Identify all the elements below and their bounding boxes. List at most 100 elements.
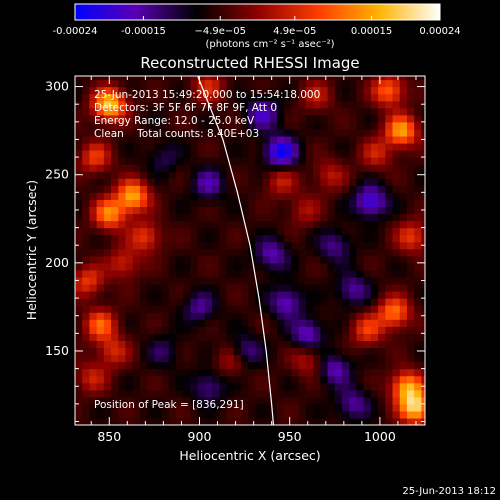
heatmap-cell — [349, 164, 358, 172]
heatmap-cell — [132, 206, 141, 215]
heatmap-cell — [248, 142, 257, 151]
heatmap-cell — [399, 255, 408, 264]
heatmap-cell — [255, 291, 264, 299]
heatmap-cell — [132, 76, 141, 81]
heatmap-cell — [399, 227, 408, 236]
heatmap-cell — [291, 305, 300, 313]
heatmap-cell — [291, 150, 300, 158]
heatmap-cell — [262, 213, 271, 222]
heatmap-cell — [277, 178, 285, 186]
heatmap-cell — [327, 361, 336, 370]
heatmap-cell — [406, 79, 415, 88]
heatmap-cell — [197, 319, 206, 327]
heatmap-cell — [154, 76, 163, 81]
heatmap-cell — [269, 234, 278, 243]
heatmap-cell — [111, 333, 119, 341]
heatmap-cell — [147, 100, 155, 109]
heatmap-cell — [378, 368, 386, 377]
heatmap-cell — [392, 100, 401, 109]
heatmap-cell — [89, 276, 98, 285]
heatmap-cell — [161, 298, 170, 306]
heatmap-cell — [132, 164, 141, 172]
heatmap-cell — [363, 298, 372, 306]
heatmap-cell — [147, 241, 155, 250]
heatmap-cell — [327, 319, 336, 327]
heatmap-cell — [219, 368, 228, 377]
heatmap-cell — [349, 185, 358, 193]
heatmap-cell — [233, 248, 242, 257]
heatmap-cell — [197, 114, 206, 123]
heatmap-cell — [298, 76, 307, 81]
heatmap-cell — [313, 283, 321, 292]
heatmap-cell — [161, 291, 170, 299]
heatmap-cell — [111, 262, 119, 271]
heatmap-cell — [269, 340, 278, 349]
heatmap-cell — [305, 185, 314, 193]
heatmap-cell — [176, 340, 184, 349]
heatmap-cell — [298, 417, 307, 425]
heatmap-cell — [370, 340, 379, 349]
heatmap-cell — [176, 199, 184, 208]
heatmap-cell — [139, 389, 148, 398]
heatmap-cell — [385, 255, 394, 264]
heatmap-cell — [370, 234, 379, 243]
heatmap-cell — [147, 93, 155, 102]
heatmap-cell — [356, 241, 365, 250]
heatmap-cell — [82, 305, 91, 313]
heatmap-cell — [262, 121, 271, 130]
heatmap-cell — [421, 375, 425, 384]
heatmap-cell — [392, 312, 401, 320]
heatmap-cell — [147, 157, 155, 165]
heatmap-cell — [197, 382, 206, 391]
heatmap-cell — [277, 305, 285, 313]
heatmap-cell — [176, 319, 184, 327]
heatmap-cell — [154, 100, 163, 109]
x-axis: 850 900 950 1000 — [90, 76, 417, 444]
heatmap-cell — [334, 93, 343, 102]
heatmap-cell — [392, 220, 401, 229]
heatmap-cell — [82, 269, 91, 278]
heatmap-cell — [118, 206, 127, 215]
heatmap-cell — [161, 150, 170, 158]
heatmap-cell — [342, 178, 350, 186]
heatmap-cell — [82, 291, 91, 299]
heatmap-cell — [118, 375, 127, 384]
heatmap-cell — [139, 93, 148, 102]
heatmap-cell — [392, 347, 401, 356]
heatmap-cell — [103, 86, 112, 95]
heatmap-cell — [226, 269, 235, 278]
heatmap-cell — [248, 79, 257, 88]
heatmap-cell — [327, 142, 336, 151]
heatmap-cell — [327, 333, 336, 341]
heatmap-cell — [183, 213, 192, 222]
heatmap-cell — [139, 241, 148, 250]
heatmap-cell — [399, 192, 408, 200]
heatmap-cell — [320, 312, 329, 320]
heatmap-cell — [399, 375, 408, 384]
heatmap-cell — [414, 248, 422, 257]
heatmap-cell — [342, 403, 350, 412]
heatmap-cell — [262, 283, 271, 292]
heatmap-cell — [125, 128, 134, 137]
colorbar-tick-label: -0.00024 — [53, 26, 98, 37]
heatmap-cell — [183, 276, 192, 285]
heatmap-cell — [89, 396, 98, 405]
heatmap-cell — [262, 164, 271, 172]
heatmap-cell — [89, 382, 98, 391]
heatmap-cell — [334, 283, 343, 292]
heatmap-cell — [96, 93, 105, 102]
heatmap-cell — [414, 178, 422, 186]
heatmap-cell — [370, 262, 379, 271]
heatmap-cell — [255, 312, 264, 320]
heatmap-cell — [111, 171, 119, 179]
heatmap-cell — [248, 234, 257, 243]
heatmap-cell — [269, 291, 278, 299]
heatmap-cell — [204, 171, 213, 179]
heatmap-cell — [219, 241, 228, 250]
heatmap-cell — [277, 199, 285, 208]
heatmap-cell — [327, 114, 336, 123]
heatmap-cell — [219, 269, 228, 278]
heatmap-cell — [125, 361, 134, 370]
heatmap-cell — [103, 107, 112, 116]
heatmap-cell — [378, 298, 386, 306]
